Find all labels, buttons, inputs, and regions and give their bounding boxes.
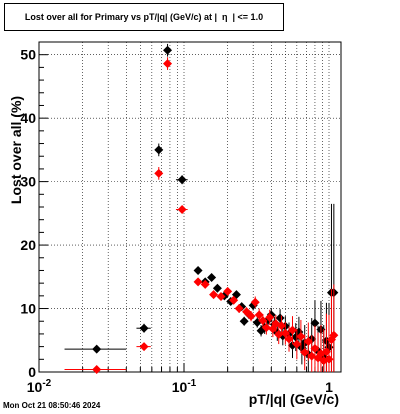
- x-tick-label: 10-2: [27, 378, 52, 395]
- data-point: [139, 323, 149, 333]
- data-point: [310, 318, 320, 328]
- data-point: [207, 272, 217, 282]
- data-point: [276, 321, 286, 331]
- data-point: [92, 364, 102, 374]
- y-tick-label: 0: [28, 364, 36, 380]
- y-axis-label: Lost over all (%): [8, 96, 24, 204]
- data-point: [163, 59, 173, 69]
- data-point: [261, 323, 271, 333]
- data-point: [163, 45, 173, 55]
- x-tick-label: 10-1: [172, 378, 197, 395]
- tick-labels: 0 10 20 30 40 50 10-2 10-1 1: [20, 47, 333, 395]
- data-layer: [64, 43, 339, 374]
- data-point: [209, 290, 219, 300]
- data-point: [239, 316, 249, 326]
- data-point: [329, 330, 339, 340]
- data-point: [229, 295, 239, 305]
- data-point: [177, 205, 187, 215]
- y-tick-label: 20: [20, 237, 36, 253]
- data-point: [216, 291, 226, 301]
- data-point: [296, 331, 306, 341]
- x-axis-label: pT/|q| (GeV/c): [249, 391, 339, 407]
- data-point: [275, 313, 285, 323]
- plot-frame: [38, 41, 342, 373]
- data-point: [310, 344, 320, 354]
- y-tick-label: 40: [20, 110, 36, 126]
- data-point: [139, 342, 149, 352]
- y-tick-label: 10: [20, 301, 36, 317]
- timestamp: Mon Oct 21 08:50:46 2024: [3, 401, 101, 410]
- data-point: [154, 145, 164, 155]
- data-point: [246, 311, 256, 321]
- data-point: [265, 312, 275, 322]
- data-point: [258, 316, 268, 326]
- data-point: [212, 283, 222, 293]
- data-point: [250, 297, 260, 307]
- data-point: [292, 339, 302, 349]
- data-point: [193, 277, 203, 287]
- data-point: [223, 286, 233, 296]
- data-point: [254, 310, 264, 320]
- data-point: [300, 347, 310, 357]
- chart-title: Lost over all for Primary vs pT/|q| (GeV…: [4, 3, 284, 31]
- data-point: [303, 337, 313, 347]
- data-point: [193, 265, 203, 275]
- x-tick-label: 1: [325, 379, 333, 395]
- data-point: [234, 304, 244, 314]
- data-point: [284, 334, 294, 344]
- data-point: [287, 325, 297, 335]
- data-point: [154, 168, 164, 178]
- data-point: [177, 175, 187, 185]
- grid: [39, 42, 341, 372]
- y-tick-label: 30: [20, 174, 36, 190]
- data-point: [200, 279, 210, 289]
- y-tick-label: 50: [20, 47, 36, 63]
- data-point: [280, 328, 290, 338]
- data-point: [92, 344, 102, 354]
